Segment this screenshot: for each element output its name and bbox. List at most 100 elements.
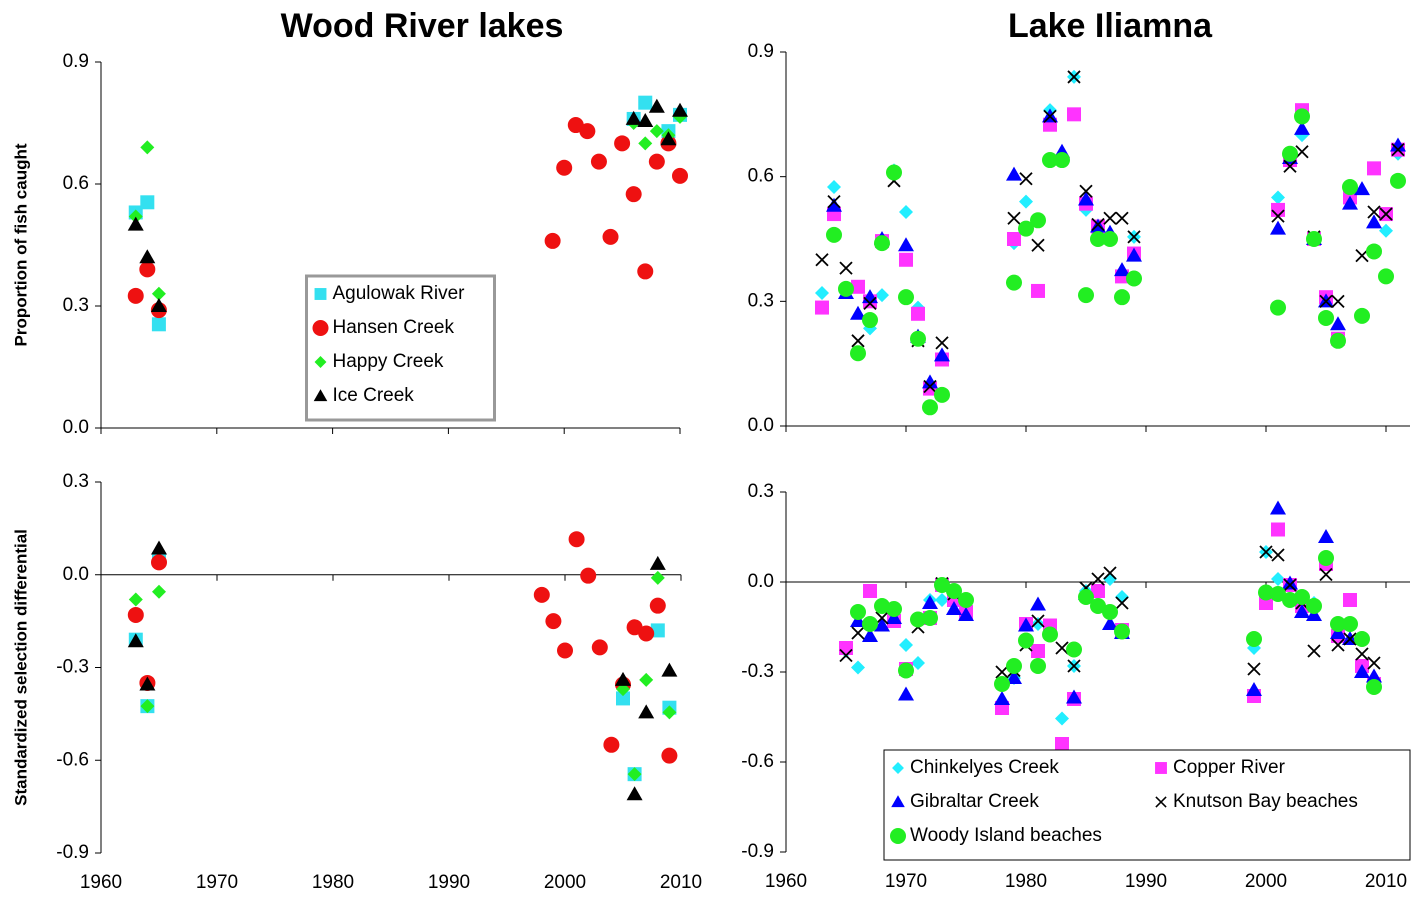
data-point [140,195,155,210]
data-point [638,95,653,110]
data-point [140,140,155,155]
data-point [934,577,950,593]
data-point [911,656,925,670]
data-point [898,237,914,252]
data-point [850,305,866,320]
data-point [648,98,665,113]
data-point [874,617,890,632]
data-point [151,540,167,555]
data-point [1271,572,1285,586]
x-tick-label: 1970 [196,872,238,893]
data-point [1354,664,1370,678]
data-point [922,374,938,389]
data-point [1114,262,1130,277]
data-point [1018,220,1034,237]
y-tick-label: 0.3 [63,471,89,492]
data-point [1319,567,1333,582]
data-point [616,691,630,706]
legend-box [305,274,496,422]
legend-marker [312,320,329,336]
data-point [151,317,166,332]
x-tick-label: 2000 [544,872,586,893]
data-point [1391,143,1405,157]
data-point [1054,152,1070,169]
data-point [1330,332,1346,349]
data-point [839,641,853,655]
data-point [1343,632,1357,646]
data-point [1103,566,1117,580]
data-point [934,386,950,403]
y-tick-label: -0.3 [741,661,774,682]
data-point [911,306,925,321]
data-point [1271,209,1285,223]
data-point [151,554,167,571]
data-point [1390,137,1406,152]
y-tick-label: -0.9 [741,841,774,862]
legend-label: Woody Island beaches [910,825,1102,846]
legend-marker [890,828,906,844]
data-point [898,686,914,701]
data-point [1091,584,1105,598]
data-point [1246,631,1262,647]
data-point [1318,529,1334,543]
data-point [850,604,866,620]
data-point [1271,190,1285,205]
data-point [1006,166,1022,181]
y-tick-label: 0.9 [63,51,89,72]
data-point [1078,589,1094,605]
data-point [1319,294,1333,308]
data-point [128,592,143,607]
data-point [1031,617,1045,631]
legend-marker [1155,796,1167,808]
data-point [826,197,842,212]
data-point [1031,614,1045,628]
data-point [1378,268,1394,285]
data-point [1294,108,1310,125]
data-point [627,767,642,782]
y-tick-label: 0.3 [748,481,774,502]
data-point [899,638,913,652]
data-point [826,226,842,243]
data-point [591,639,608,656]
data-point [1091,572,1105,586]
data-point [935,336,949,350]
data-point [1066,689,1082,704]
data-point [1102,231,1118,247]
data-point [827,180,841,195]
data-point [139,249,156,264]
data-point [994,691,1010,705]
legend-marker [314,356,327,368]
data-point [556,159,573,176]
data-point [827,194,841,209]
legend-marker [313,389,328,402]
data-point [1390,172,1406,189]
data-point [839,648,853,663]
data-point [625,186,642,203]
data-point [1246,682,1262,696]
data-point [1259,545,1273,559]
data-point [874,598,890,614]
data-point [648,153,665,170]
data-point [152,584,166,599]
legend-label: Agulowak River [333,283,466,304]
data-point [1342,616,1358,632]
data-point [127,287,144,304]
data-point [1330,316,1346,331]
data-point [661,662,678,677]
data-point [1366,214,1382,229]
data-point [1127,230,1141,244]
data-point [637,263,654,280]
data-point [545,613,562,630]
data-point [650,570,665,585]
data-point [1007,232,1021,246]
x-tick-label: 1970 [885,871,927,892]
chart-title: Lake Iliamna [1008,7,1213,45]
legend-marker [892,762,904,774]
y-tick-label: 0.3 [748,290,774,311]
data-point [922,610,938,626]
data-point [886,601,902,617]
data-point [1067,70,1081,84]
data-point [533,586,550,603]
data-point [1115,211,1129,225]
